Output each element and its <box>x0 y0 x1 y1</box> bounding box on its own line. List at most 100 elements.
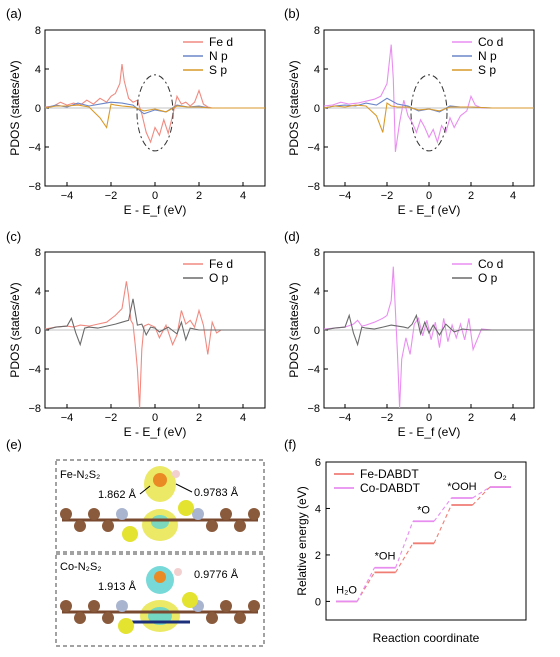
arrow <box>175 483 193 493</box>
y-axis-label: PDOS (states/eV) <box>8 282 22 377</box>
y-tick-label: −8 <box>28 181 41 193</box>
y-tick-label: −8 <box>307 403 320 415</box>
bond-length-2: 0.9783 Å <box>194 486 239 499</box>
series-line <box>44 103 265 129</box>
free-energy-chart: 0 2 4 6 Relative energy (eV) Reaction coordin… <box>295 457 527 645</box>
series-line <box>323 44 534 152</box>
hydrogen-atom <box>174 568 182 576</box>
legend-label: Co-DABDT <box>360 481 421 495</box>
pdos-chart-a: −4 −2 0 2 4 8 4 0 −4 −8 E - E_f (eV) PDOS (states/e… <box>8 25 266 217</box>
fermi-level-ellipse <box>136 74 174 152</box>
charge-density-depletion <box>151 515 169 529</box>
x-tick-label: 0 <box>152 412 158 424</box>
fermi-level-ellipse <box>410 74 448 152</box>
y-tick-label: −4 <box>307 364 320 376</box>
x-axis-label: Reaction coordinate <box>373 631 480 645</box>
y-tick-label: 2 <box>315 550 321 562</box>
x-tick-label: 4 <box>510 190 516 202</box>
carbon-atoms <box>60 508 260 532</box>
y-tick-label: 0 <box>35 325 41 337</box>
step-label: *OOH <box>447 481 476 493</box>
y-tick-label: 0 <box>314 325 320 337</box>
carbon-atoms <box>60 600 260 624</box>
x-tick-label: −2 <box>105 190 118 202</box>
nitrogen-atom <box>116 600 128 612</box>
x-axis-label: E - E_f (eV) <box>398 203 461 217</box>
step-label: *O <box>417 504 430 516</box>
fe-structure: Fe-N₂S₂ 1.862 Å 0.9783 Å <box>60 466 260 542</box>
y-tick-label: 4 <box>314 286 320 298</box>
panel-label-b: (b) <box>284 6 300 21</box>
bond-length-2: 0.9776 Å <box>194 568 239 581</box>
y-tick-label: 0 <box>35 103 41 115</box>
structure-title-co: Co-N₂S₂ <box>60 561 102 573</box>
x-axis-label: E - E_f (eV) <box>124 425 187 439</box>
y-tick-label: 6 <box>315 457 321 469</box>
series-line <box>44 298 265 347</box>
legend-label: Co d <box>478 257 503 271</box>
legend-label: N p <box>209 49 228 63</box>
x-tick-label: 4 <box>510 412 516 424</box>
bond-length-1: 1.913 Å <box>98 580 137 593</box>
series-line <box>323 266 534 409</box>
legend-label: O p <box>478 271 498 285</box>
y-tick-label: 8 <box>35 247 41 259</box>
x-tick-label: 2 <box>196 190 202 202</box>
legend-label: Fe-DABDT <box>360 467 419 481</box>
x-tick-label: −2 <box>381 412 394 424</box>
energy-connector <box>356 567 375 602</box>
structure-frame-bottom <box>55 553 265 647</box>
y-tick-label: 4 <box>315 503 321 515</box>
y-tick-label: 0 <box>314 103 320 115</box>
structure-frame-top <box>55 459 265 553</box>
legend-label: S p <box>478 63 496 77</box>
bond-length-1: 1.862 Å <box>98 488 137 501</box>
plot-frame <box>325 461 527 621</box>
y-tick-label: 4 <box>35 64 41 76</box>
y-axis-label: PDOS (states/eV) <box>8 60 22 155</box>
x-tick-label: 2 <box>196 412 202 424</box>
x-tick-label: 0 <box>426 190 432 202</box>
panel-label-e: (e) <box>6 437 22 452</box>
series-line <box>323 102 534 133</box>
panel-label-f: (f) <box>284 437 296 452</box>
sulfur-atom <box>182 592 198 608</box>
energy-connector <box>356 572 375 602</box>
arrow <box>139 485 151 495</box>
y-tick-label: 8 <box>314 247 320 259</box>
step-label: O₂ <box>494 470 507 482</box>
x-tick-label: −2 <box>105 412 118 424</box>
legend-label: N p <box>478 49 497 63</box>
x-tick-label: 0 <box>152 190 158 202</box>
pdos-chart-b: −4 −2 0 2 4 8 4 0 −4 −8 E - E_f (eV) PDOS (states/e… <box>287 25 535 217</box>
panel-label-a: (a) <box>6 6 22 21</box>
pdos-chart-c: −4 −2 0 2 4 8 4 0 −4 −8 E - E_f (eV) PDOS (states/e… <box>8 247 266 439</box>
legend-label: O p <box>209 271 229 285</box>
co-structure: Co-N₂S₂ 1.913 Å 0.9776 Å <box>60 561 260 634</box>
legend-label: Co d <box>478 35 503 49</box>
y-tick-label: 8 <box>314 25 320 37</box>
legend-label: Fe d <box>209 257 233 271</box>
sulfur-atom <box>118 618 134 634</box>
y-tick-label: −4 <box>28 364 41 376</box>
x-tick-label: −4 <box>61 190 74 202</box>
x-axis-label: E - E_f (eV) <box>398 425 461 439</box>
panel-label-d: (d) <box>284 229 300 244</box>
nitrogen-atom <box>192 508 204 520</box>
panel-label-c: (c) <box>6 229 21 244</box>
x-tick-label: 4 <box>240 190 246 202</box>
y-tick-label: −4 <box>28 142 41 154</box>
sulfur-atom <box>178 500 194 516</box>
x-tick-label: 2 <box>468 190 474 202</box>
x-tick-label: −4 <box>61 412 74 424</box>
series-line <box>44 281 265 409</box>
step-label: *OH <box>375 551 396 563</box>
x-tick-label: 4 <box>240 412 246 424</box>
x-tick-label: 2 <box>468 412 474 424</box>
y-axis-label: Relative energy (eV) <box>295 486 309 595</box>
step-label: H₂O <box>336 584 357 596</box>
y-tick-label: 8 <box>35 25 41 37</box>
energy-connector <box>395 521 414 568</box>
charge-density-core <box>153 473 167 487</box>
